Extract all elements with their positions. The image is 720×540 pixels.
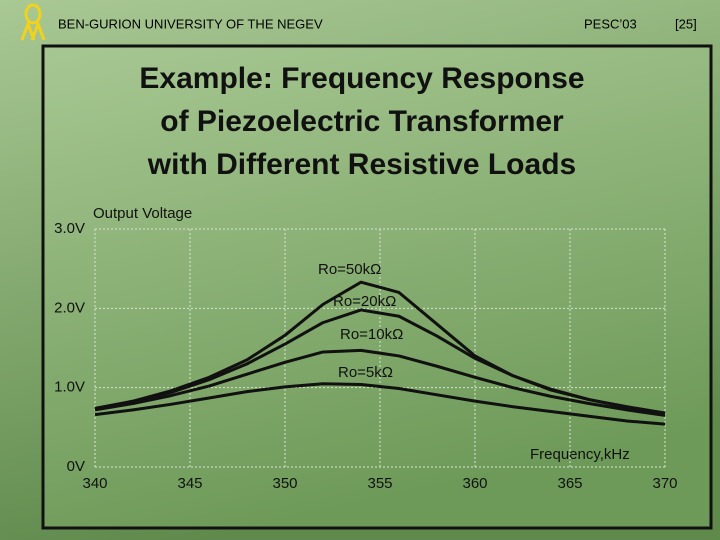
y-axis-label: Output Voltage <box>93 205 192 222</box>
x-tick-label: 355 <box>367 475 392 492</box>
x-tick-label: 365 <box>557 475 582 492</box>
logo <box>20 3 46 41</box>
series-line <box>94 382 666 426</box>
y-tick-label: 3.0V <box>54 220 85 237</box>
x-tick-label: 345 <box>177 475 202 492</box>
chart-title: Example: Frequency Response <box>139 62 584 95</box>
conference: PESC’03 <box>584 16 637 31</box>
x-tick-label: 340 <box>82 475 107 492</box>
page-number: [25] <box>675 16 697 31</box>
university: BEN-GURION UNIVERSITY OF THE NEGEV <box>58 16 323 31</box>
series-label: Ro=10kΩ <box>340 326 403 343</box>
series-line <box>94 348 666 417</box>
x-axis-label: Frequency,kHz <box>530 446 630 463</box>
y-tick-label: 0V <box>67 458 85 475</box>
x-tick-label: 350 <box>272 475 297 492</box>
chart-title: of Piezoelectric Transformer <box>160 105 564 138</box>
series-label: Ro=5kΩ <box>338 364 393 381</box>
chart-title: with Different Resistive Loads <box>147 148 576 181</box>
series-line <box>94 308 666 415</box>
series-label: Ro=20kΩ <box>333 293 396 310</box>
y-tick-label: 1.0V <box>54 379 85 396</box>
y-tick-label: 2.0V <box>54 299 85 316</box>
x-tick-label: 370 <box>652 475 677 492</box>
series-label: Ro=50kΩ <box>318 261 381 278</box>
x-tick-label: 360 <box>462 475 487 492</box>
